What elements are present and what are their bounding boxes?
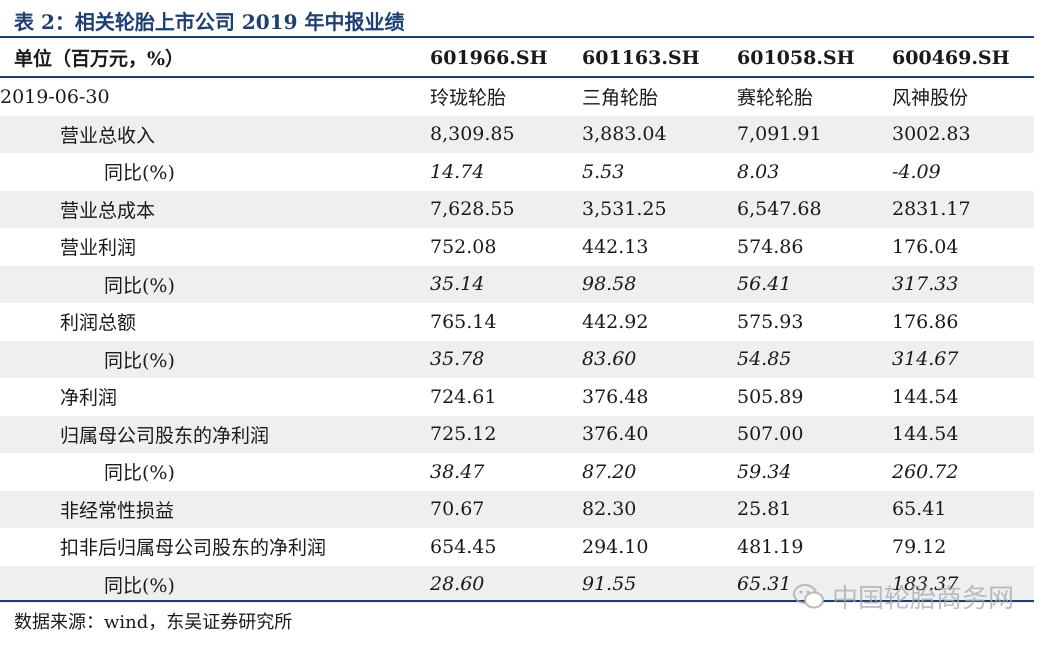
cell-value: 376.40	[582, 415, 737, 453]
cell-value: 2831.17	[892, 190, 1034, 228]
unit-label: 单位（百万元，%）	[0, 39, 430, 78]
cell-value: 25.81	[737, 490, 892, 528]
cell-value: 725.12	[430, 415, 582, 453]
table-row: 净利润 724.61 376.48 505.89 144.54	[0, 378, 1034, 416]
cell-value: 481.19	[737, 535, 804, 558]
footer-divider	[0, 600, 1034, 602]
row-label: 利润总额	[60, 312, 137, 335]
table-row: 营业总成本 7,628.55 3,531.25 6,547.68 2831.17	[0, 190, 1034, 228]
cell-value: -4.09	[892, 160, 941, 183]
cell-value: 752.08	[430, 235, 497, 258]
ticker-header: 601966.SH	[430, 39, 582, 78]
row-label: 同比(%)	[104, 162, 175, 185]
row-label: 扣非后归属母公司股东的净利润	[60, 537, 327, 560]
table-row: 同比(%) 28.60 91.55 65.31 183.37	[0, 565, 1034, 603]
cell-value: 38.47	[430, 460, 485, 483]
cell-value: 91.55	[582, 565, 737, 603]
row-label: 同比(%)	[0, 265, 430, 303]
ticker-header: 601163.SH	[582, 39, 737, 78]
cell-value: 59.34	[737, 460, 792, 483]
cell-value: 5.53	[582, 160, 625, 183]
table-row: 同比(%) 38.47 87.20 59.34 260.72	[0, 453, 1034, 491]
cell-value: 176.86	[892, 310, 959, 333]
cell-value: 83.60	[582, 340, 737, 378]
cell-value: 35.78	[430, 340, 582, 378]
source-note: 数据来源：wind，东吴证券研究所	[14, 612, 293, 633]
row-label: 净利润	[60, 387, 118, 410]
row-label: 营业总成本	[0, 190, 430, 228]
table-row: 归属母公司股东的净利润 725.12 376.40 507.00 144.54	[0, 415, 1034, 453]
row-label: 同比(%)	[0, 565, 430, 603]
ticker-header: 600469.SH	[892, 39, 1034, 78]
cell-value: 35.14	[430, 265, 582, 303]
ticker-header: 601058.SH	[737, 39, 892, 78]
cell-value: 144.54	[892, 415, 1034, 453]
cell-value: 176.04	[892, 235, 959, 258]
cell-value: 8.03	[737, 160, 780, 183]
company-name: 风神股份	[892, 87, 969, 110]
cell-value: 442.13	[582, 235, 649, 258]
table-title: 表 2：相关轮胎上市公司 2019 年中报业绩	[14, 10, 405, 34]
cell-value: 765.14	[430, 310, 497, 333]
cell-value: 70.67	[430, 490, 582, 528]
cell-value: 724.61	[430, 385, 497, 408]
cell-value: 442.92	[582, 310, 649, 333]
watermark-text: 中国轮胎商务网	[832, 584, 1015, 614]
table-row: 营业利润 752.08 442.13 574.86 176.04	[0, 228, 1034, 266]
row-label: 同比(%)	[0, 340, 430, 378]
company-name: 赛轮轮胎	[737, 87, 814, 110]
title-divider	[0, 36, 1034, 38]
row-label: 归属母公司股东的净利润	[0, 415, 430, 453]
table-row: 利润总额 765.14 442.92 575.93 176.86	[0, 303, 1034, 341]
cell-value: 65.41	[892, 490, 1034, 528]
earnings-table: 单位（百万元，%） 601966.SH 601163.SH 601058.SH …	[0, 39, 1034, 603]
company-name: 三角轮胎	[582, 87, 659, 110]
cell-value: 575.93	[737, 310, 804, 333]
cell-value: 8,309.85	[430, 115, 582, 153]
cell-value: 56.41	[737, 265, 892, 303]
cell-value: 3002.83	[892, 115, 1034, 153]
cell-value: 294.10	[582, 535, 649, 558]
cell-value: 98.58	[582, 265, 737, 303]
row-label: 非经常性损益	[0, 490, 430, 528]
cell-value: 28.60	[430, 565, 582, 603]
cell-value: 314.67	[892, 340, 1034, 378]
row-label: 同比(%)	[104, 462, 175, 485]
table-row: 营业总收入 8,309.85 3,883.04 7,091.91 3002.83	[0, 115, 1034, 153]
table-row: 同比(%) 35.78 83.60 54.85 314.67	[0, 340, 1034, 378]
cell-value: 317.33	[892, 265, 1034, 303]
cell-value: 54.85	[737, 340, 892, 378]
date-row: 2019-06-30 玲珑轮胎 三角轮胎 赛轮轮胎 风神股份	[0, 77, 1034, 116]
report-date: 2019-06-30	[0, 85, 110, 108]
cell-value: 3,883.04	[582, 115, 737, 153]
cell-value: 82.30	[582, 490, 737, 528]
cell-value: 3,531.25	[582, 190, 737, 228]
table-row: 同比(%) 14.74 5.53 8.03 -4.09	[0, 153, 1034, 191]
row-label: 营业利润	[60, 237, 137, 260]
cell-value: 79.12	[892, 535, 947, 558]
cell-value: 7,628.55	[430, 190, 582, 228]
cell-value: 654.45	[430, 535, 497, 558]
header-row: 单位（百万元，%） 601966.SH 601163.SH 601058.SH …	[0, 39, 1034, 78]
cell-value: 144.54	[892, 385, 959, 408]
cell-value: 87.20	[582, 460, 637, 483]
cell-value: 183.37	[892, 565, 1034, 603]
wechat-icon	[793, 583, 824, 608]
cell-value: 14.74	[430, 160, 485, 183]
table-row: 非经常性损益 70.67 82.30 25.81 65.41	[0, 490, 1034, 528]
cell-value: 505.89	[737, 385, 804, 408]
table-row: 同比(%) 35.14 98.58 56.41 317.33	[0, 265, 1034, 303]
company-name: 玲珑轮胎	[430, 87, 507, 110]
cell-value: 7,091.91	[737, 115, 892, 153]
table-row: 扣非后归属母公司股东的净利润 654.45 294.10 481.19 79.1…	[0, 528, 1034, 566]
cell-value: 574.86	[737, 235, 804, 258]
cell-value: 376.48	[582, 385, 649, 408]
cell-value: 260.72	[892, 460, 959, 483]
watermark: 中国轮胎商务网	[792, 578, 1014, 615]
cell-value: 6,547.68	[737, 190, 892, 228]
row-label: 营业总收入	[0, 115, 430, 153]
cell-value: 507.00	[737, 415, 892, 453]
